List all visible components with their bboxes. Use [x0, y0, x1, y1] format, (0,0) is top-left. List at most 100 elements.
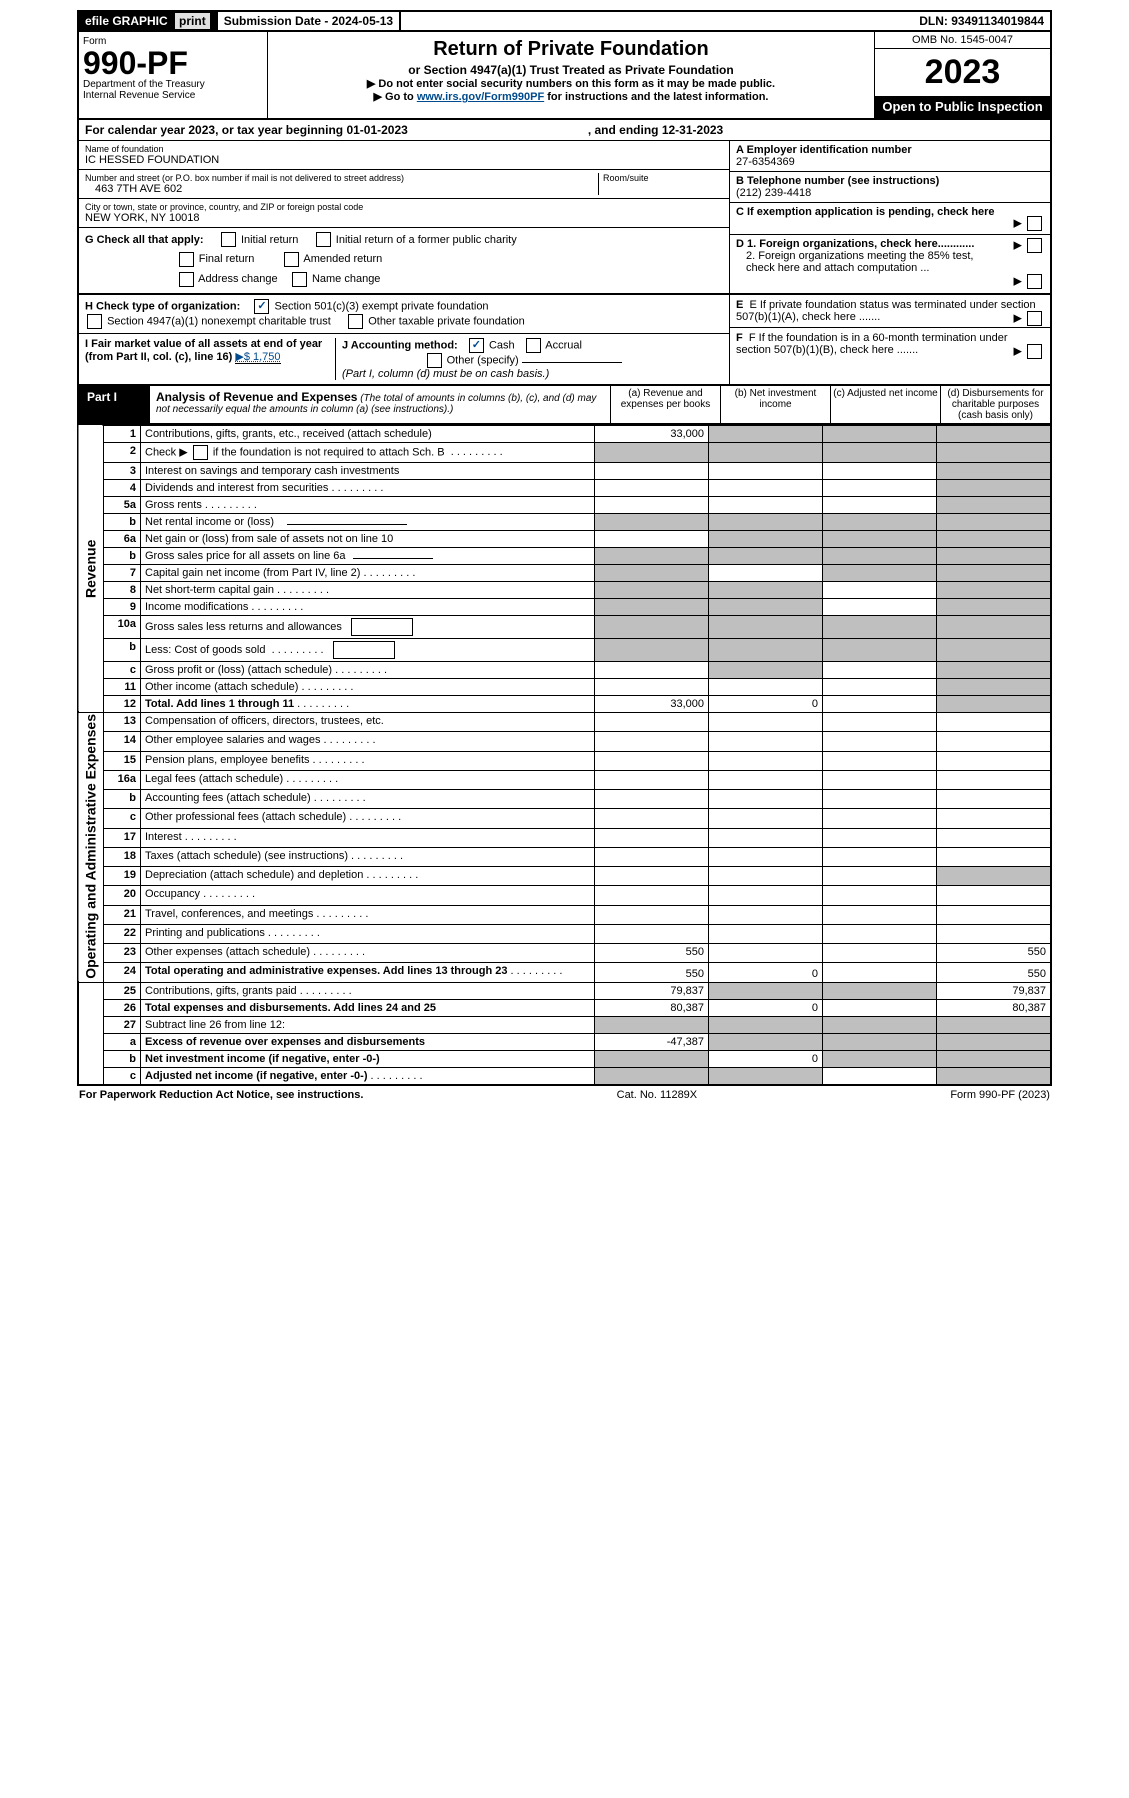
room-label: Room/suite [603, 173, 723, 183]
h-4947-checkbox[interactable] [87, 314, 102, 329]
table-row: 14Other employee salaries and wages [78, 732, 1051, 751]
part1-label: Part I [79, 386, 150, 423]
foot-mid: Cat. No. 11289X [617, 1089, 698, 1101]
table-row: 3Interest on savings and temporary cash … [78, 462, 1051, 479]
h-4947-label: Section 4947(a)(1) nonexempt charitable … [107, 315, 331, 327]
addr-change-label: Address change [198, 273, 278, 285]
d-block: D 1. Foreign organizations, check here..… [730, 235, 1050, 277]
j-label: J Accounting method: [342, 339, 458, 351]
table-row: b Net rental income or (loss) [78, 513, 1051, 530]
e-block: E E If private foundation status was ter… [730, 295, 1050, 328]
r5b-text: Net rental income or (loss) [145, 516, 274, 528]
header-left: Form 990-PF Department of the Treasury I… [79, 32, 268, 118]
initial-former-label: Initial return of a former public charit… [336, 234, 517, 246]
table-row: 25Contributions, gifts, grants paid 79,8… [78, 982, 1051, 999]
efile-label: efile GRAPHIC print [79, 12, 218, 30]
r7-desc: Capital gain net income (from Part IV, l… [141, 564, 595, 581]
h-other-label: Other taxable private foundation [368, 315, 525, 327]
h-other-checkbox[interactable] [348, 314, 363, 329]
r6a-desc: Net gain or (loss) from sale of assets n… [141, 530, 595, 547]
table-row: 23Other expenses (attach schedule) 550 5… [78, 944, 1051, 963]
h-label: H Check type of organization: [85, 300, 240, 312]
foot-left: For Paperwork Reduction Act Notice, see … [79, 1089, 363, 1101]
addr-change-checkbox[interactable] [179, 272, 194, 287]
amended-checkbox[interactable] [284, 252, 299, 267]
c-checkbox[interactable] [1027, 216, 1042, 231]
r5b-desc: Net rental income or (loss) [141, 513, 595, 530]
r24-desc: Total operating and administrative expen… [141, 963, 595, 982]
table-row: 6aNet gain or (loss) from sale of assets… [78, 530, 1051, 547]
name-change-checkbox[interactable] [292, 272, 307, 287]
name-label: Name of foundation [85, 144, 723, 154]
calendar-year-row: For calendar year 2023, or tax year begi… [77, 120, 1052, 141]
bullet2-suffix: for instructions and the latest informat… [547, 91, 768, 103]
table-row: 16aLegal fees (attach schedule) [78, 770, 1051, 789]
initial-former-checkbox[interactable] [316, 232, 331, 247]
r2-desc: Check ▶ if the foundation is not require… [141, 442, 595, 462]
j-cash-checkbox[interactable] [469, 338, 484, 353]
r10a-desc: Gross sales less returns and allowances [141, 615, 595, 638]
table-row: 27Subtract line 26 from line 12: [78, 1016, 1051, 1033]
form-number: 990-PF [83, 47, 263, 79]
j-block: J Accounting method: Cash Accrual Other … [335, 338, 723, 380]
r10c-desc: Gross profit or (loss) (attach schedule) [141, 661, 595, 678]
r10a-text: Gross sales less returns and allowances [145, 621, 342, 633]
r27a-a: -47,387 [595, 1033, 709, 1050]
table-row: Revenue 1Contributions, gifts, grants, e… [78, 425, 1051, 442]
r2-suffix: if the foundation is not required to att… [213, 446, 445, 458]
table-row: bNet investment income (if negative, ent… [78, 1050, 1051, 1067]
j-other-checkbox[interactable] [427, 353, 442, 368]
f-label: F If the foundation is in a 60-month ter… [736, 332, 1008, 356]
r23-desc: Other expenses (attach schedule) [141, 944, 595, 963]
r12-a: 33,000 [595, 695, 709, 712]
table-row: 10a Gross sales less returns and allowan… [78, 615, 1051, 638]
final-return-label: Final return [199, 253, 255, 265]
final-return-checkbox[interactable] [179, 252, 194, 267]
r12-text: Total. Add lines 1 through 11 [145, 698, 294, 710]
col-a-head: (a) Revenue and expenses per books [610, 386, 720, 423]
print-button[interactable]: print [175, 13, 210, 29]
table-row: 7Capital gain net income (from Part IV, … [78, 564, 1051, 581]
schb-checkbox[interactable] [193, 445, 208, 460]
j-accrual-checkbox[interactable] [526, 338, 541, 353]
initial-return-checkbox[interactable] [221, 232, 236, 247]
c-label: C If exemption application is pending, c… [736, 206, 995, 218]
cal-year-end: , and ending 12-31-2023 [588, 123, 723, 137]
phone-block: B Telephone number (see instructions) (2… [730, 172, 1050, 203]
d1-checkbox[interactable] [1027, 238, 1042, 253]
form-link[interactable]: www.irs.gov/Form990PF [417, 91, 544, 103]
table-row: 21Travel, conferences, and meetings [78, 905, 1051, 924]
efile-text: efile GRAPHIC [85, 14, 168, 28]
header-right: OMB No. 1545-0047 2023 Open to Public In… [874, 32, 1050, 118]
e-checkbox[interactable] [1027, 311, 1042, 326]
r26-d: 80,387 [937, 999, 1052, 1016]
city-value: NEW YORK, NY 10018 [85, 212, 723, 224]
r26-desc: Total expenses and disbursements. Add li… [141, 999, 595, 1016]
form-title: Return of Private Foundation [272, 38, 870, 61]
r2-prefix: Check ▶ [145, 446, 188, 458]
f-block: F F If the foundation is in a 60-month t… [730, 328, 1050, 360]
r27a-text: Excess of revenue over expenses and disb… [145, 1036, 425, 1048]
h-501c3-checkbox[interactable] [254, 299, 269, 314]
r8-desc: Net short-term capital gain [141, 581, 595, 598]
name-block: Name of foundation IC HESSED FOUNDATION [79, 141, 729, 170]
d2-checkbox[interactable] [1027, 274, 1042, 289]
addr-block: Number and street (or P.O. box number if… [79, 170, 729, 199]
col-b-head: (b) Net investment income [720, 386, 830, 423]
r27-desc: Subtract line 26 from line 12: [141, 1016, 595, 1033]
ein-label: A Employer identification number [736, 144, 912, 156]
analysis-table: Revenue 1Contributions, gifts, grants, e… [77, 425, 1052, 1086]
r16a-desc: Legal fees (attach schedule) [141, 770, 595, 789]
part1-desc: Analysis of Revenue and Expenses (The to… [150, 386, 610, 423]
table-row: cOther professional fees (attach schedul… [78, 809, 1051, 828]
c-block: C If exemption application is pending, c… [730, 203, 1050, 235]
part1-header: Part I Analysis of Revenue and Expenses … [77, 386, 1052, 425]
f-checkbox[interactable] [1027, 344, 1042, 359]
col-c-head: (c) Adjusted net income [830, 386, 940, 423]
table-row: 12Total. Add lines 1 through 11 33,000 0 [78, 695, 1051, 712]
dept-label: Department of the Treasury [83, 79, 263, 90]
r24-b: 0 [709, 963, 823, 982]
foundation-name: IC HESSED FOUNDATION [85, 154, 723, 166]
table-row: 19Depreciation (attach schedule) and dep… [78, 867, 1051, 886]
table-row: bAccounting fees (attach schedule) [78, 790, 1051, 809]
